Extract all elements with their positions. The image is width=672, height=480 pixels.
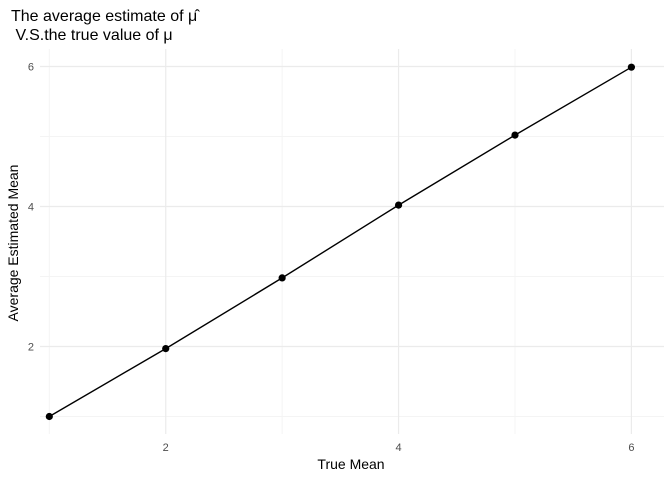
data-point (511, 131, 519, 139)
data-point (45, 412, 53, 421)
minor-gridlines (40, 49, 664, 434)
data-point (627, 63, 636, 71)
tick-labels: 2 4 6 2 4 6 (28, 62, 635, 455)
y-tick-label: 2 (28, 342, 34, 354)
x-tick-label: 4 (396, 442, 402, 454)
chart-title-line-2: V.S.the true value of μ (11, 27, 173, 44)
y-tick-label: 4 (28, 202, 34, 214)
x-tick-label: 2 (163, 442, 169, 454)
chart-title-line-1: The average estimate of μ̂ (11, 8, 200, 25)
y-tick-label: 6 (28, 62, 34, 74)
data-point (394, 201, 403, 209)
y-axis-label: Average Estimated Mean (5, 165, 21, 322)
series-line (48, 66, 632, 418)
x-tick-label: 6 (628, 442, 634, 454)
data-point (278, 274, 286, 282)
major-gridlines (40, 49, 664, 434)
series-layer (45, 63, 636, 421)
data-point (162, 345, 170, 353)
x-axis-label: True Mean (317, 456, 384, 472)
